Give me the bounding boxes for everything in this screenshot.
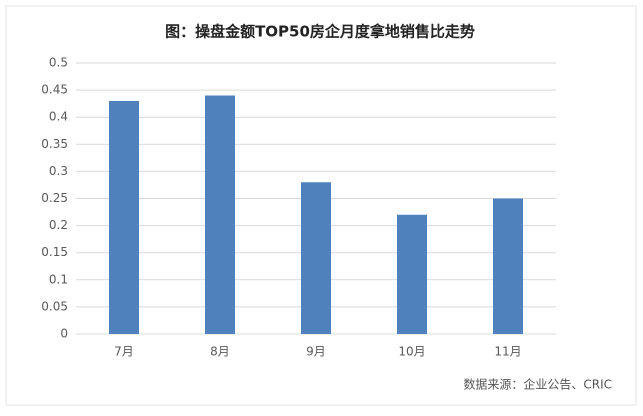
x-tick-label: 9月: [306, 345, 326, 359]
y-tick-label: 0.5: [49, 56, 68, 70]
bar: [493, 198, 523, 334]
y-tick-label: 0: [60, 327, 68, 341]
x-tick-label: 7月: [114, 345, 134, 359]
bar: [205, 95, 235, 335]
chart-title: 图：操盘金额TOP50房企月度拿地销售比走势: [165, 23, 475, 41]
y-tick-label: 0.35: [41, 137, 68, 151]
source-note: 数据来源：企业公告、CRIC: [463, 377, 612, 392]
y-tick-label: 0.1: [49, 272, 68, 286]
y-tick-label: 0.4: [49, 110, 68, 124]
x-tick-label: 8月: [210, 345, 230, 359]
y-tick-label: 0.15: [41, 245, 68, 259]
y-tick-label: 0.2: [49, 218, 68, 232]
x-tick-label: 11月: [494, 345, 521, 359]
y-tick-label: 0.25: [41, 191, 68, 205]
y-tick-label: 0.3: [49, 164, 68, 178]
y-tick-label: 0.45: [41, 83, 68, 97]
bar: [301, 182, 331, 334]
x-tick-label: 10月: [398, 345, 425, 359]
bar: [397, 214, 427, 334]
y-tick-label: 0.05: [41, 299, 68, 313]
bar: [109, 100, 139, 334]
